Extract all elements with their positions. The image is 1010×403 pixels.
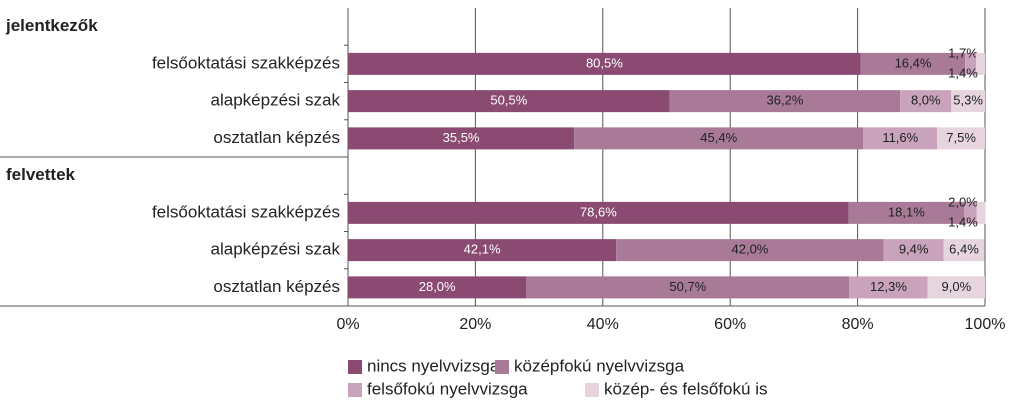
bar-segment — [526, 276, 850, 299]
value-label: 9,4% — [899, 242, 929, 257]
x-tick-label: 80% — [842, 316, 874, 333]
value-label: 36,2% — [767, 93, 804, 108]
category-label: felsőoktatási szakképzés — [152, 53, 340, 72]
category-label: osztatlan képzés — [213, 128, 340, 147]
bar-segment — [900, 90, 952, 113]
x-tick-label: 100% — [965, 316, 1006, 333]
value-label: 42,1% — [464, 242, 501, 257]
x-tick-label: 60% — [714, 316, 746, 333]
legend-swatch — [348, 360, 362, 374]
x-tick-label: 40% — [587, 316, 619, 333]
value-label: 6,4% — [949, 242, 979, 257]
value-label: 8,0% — [911, 93, 941, 108]
value-label: 16,4% — [895, 55, 932, 70]
value-label: 42,0% — [732, 242, 769, 257]
legend-swatch — [495, 360, 509, 374]
group-label: felvettek — [6, 165, 76, 184]
bar-segment — [574, 127, 864, 150]
value-label: 12,3% — [870, 279, 907, 294]
bar-segment — [348, 239, 617, 262]
x-tick-label: 0% — [336, 316, 359, 333]
bar-segment — [965, 52, 977, 75]
x-tick-label: 20% — [459, 316, 491, 333]
value-label: 5,3% — [953, 93, 983, 108]
value-label: 2,0% — [948, 194, 978, 209]
value-label: 1,4% — [948, 214, 978, 229]
value-label: 7,5% — [946, 130, 976, 145]
bar-segment — [348, 52, 861, 75]
bar-segment — [860, 52, 966, 75]
bar-segment — [927, 276, 985, 299]
bar-segment — [951, 90, 985, 113]
bar-segment — [963, 201, 977, 224]
legend-swatch — [585, 383, 599, 397]
category-label: felsőoktatási szakképzés — [152, 202, 340, 221]
bar-segment — [937, 127, 985, 150]
value-label: 1,4% — [948, 65, 978, 80]
legend-label: nincs nyelvvizsga — [367, 356, 500, 375]
bar-segment — [943, 239, 985, 262]
value-label: 35,5% — [443, 130, 480, 145]
value-label: 11,6% — [882, 130, 918, 145]
legend-label: közép- és felsőfokú is — [604, 379, 767, 398]
bar-segment — [616, 239, 884, 262]
bar-segment — [348, 127, 575, 150]
group-label: jelentkezők — [5, 16, 98, 35]
bar-segment — [348, 276, 527, 299]
legend-label: középfokú nyelvvizsga — [514, 356, 685, 375]
value-label: 78,6% — [580, 204, 617, 219]
bar-segment — [849, 276, 928, 299]
value-label: 18,1% — [888, 204, 925, 219]
value-label: 50,7% — [669, 279, 706, 294]
category-label: alapképzési szak — [211, 91, 341, 110]
bar-segment — [976, 52, 985, 75]
bar-segment — [883, 239, 944, 262]
category-label: alapképzési szak — [211, 240, 341, 259]
bar-segment — [348, 90, 670, 113]
value-label: 80,5% — [586, 55, 623, 70]
bar-segment — [848, 201, 964, 224]
bar-segment — [863, 127, 938, 150]
bar-segment — [669, 90, 901, 113]
value-label: 9,0% — [942, 279, 972, 294]
legend-swatch — [348, 383, 362, 397]
bar-segment — [348, 201, 849, 224]
value-label: 45,4% — [700, 130, 737, 145]
value-label: 50,5% — [490, 93, 527, 108]
category-label: osztatlan képzés — [213, 277, 340, 296]
value-label: 28,0% — [419, 279, 456, 294]
legend-label: felsőfokú nyelvvizsga — [367, 379, 528, 398]
bar-segment — [976, 201, 986, 224]
value-label: 1,7% — [948, 45, 978, 60]
